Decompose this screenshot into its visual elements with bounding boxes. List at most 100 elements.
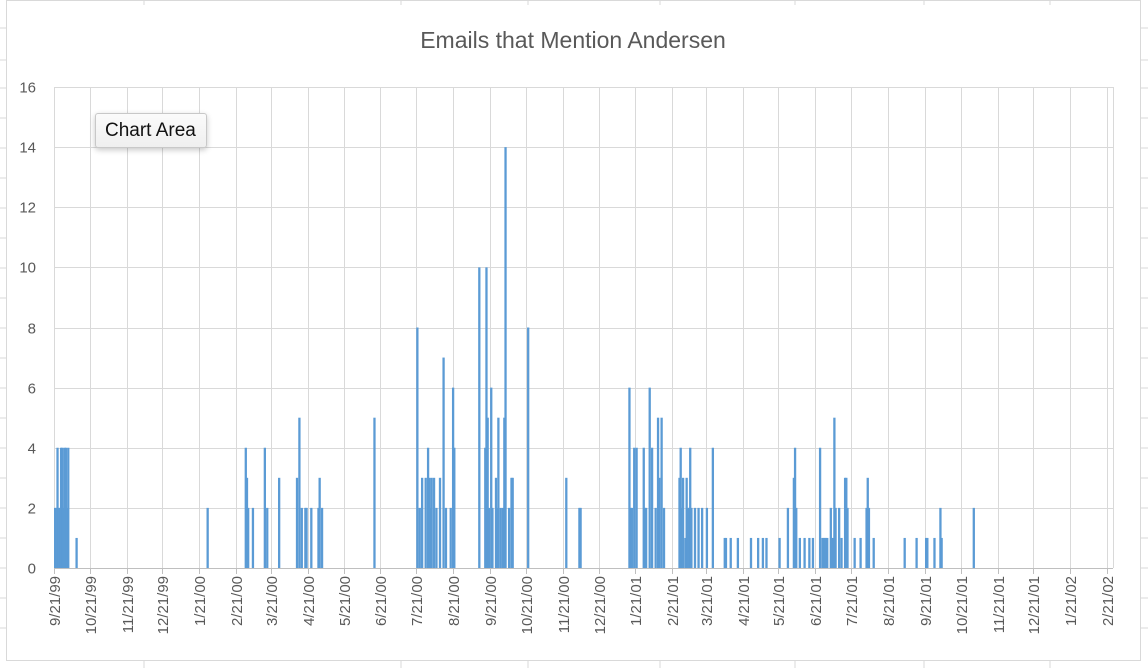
bar: [924, 537, 928, 568]
bar: [478, 267, 481, 569]
x-tick-label: 8/21/00: [446, 576, 463, 626]
bar: [830, 537, 834, 568]
bar: [933, 537, 936, 568]
bar: [795, 507, 798, 569]
bar: [298, 417, 301, 568]
bars: [54, 147, 975, 569]
x-tick-label: 3/21/01: [699, 576, 716, 626]
bar: [648, 387, 651, 569]
bar: [662, 507, 666, 569]
bar: [903, 537, 906, 568]
bar: [278, 477, 281, 568]
bar: [829, 507, 832, 569]
bar: [811, 537, 815, 568]
bar: [867, 507, 871, 569]
bar: [689, 447, 692, 568]
x-tick-label: 12/21/00: [592, 576, 609, 634]
bar: [705, 507, 709, 569]
bar: [435, 507, 438, 569]
bar: [429, 507, 432, 569]
bar: [430, 477, 433, 568]
bar: [824, 537, 828, 568]
bar: [872, 537, 875, 568]
x-tick-label: 3/21/00: [264, 576, 281, 626]
bar: [644, 507, 648, 569]
bar: [373, 417, 376, 568]
bar: [490, 387, 493, 569]
bar: [63, 447, 66, 568]
bar: [654, 507, 657, 569]
bar: [650, 447, 654, 568]
bar: [765, 537, 768, 568]
bar: [444, 507, 448, 569]
x-tick-label: 10/21/01: [954, 576, 971, 634]
y-tick-label: 12: [19, 200, 36, 217]
bar: [690, 507, 693, 569]
bar: [840, 537, 843, 568]
bar: [832, 537, 835, 568]
bar: [449, 507, 452, 569]
bar: [687, 507, 691, 569]
bar: [510, 477, 513, 568]
x-tick-label: 2/21/01: [665, 576, 682, 626]
bar: [818, 447, 822, 568]
bar: [438, 477, 442, 568]
bar: [826, 537, 829, 568]
bar: [65, 507, 69, 569]
bar: [206, 507, 209, 569]
bar: [833, 417, 836, 568]
bar: [793, 447, 797, 568]
x-tick-label: 8/21/01: [881, 576, 898, 626]
bar: [451, 387, 455, 569]
bar: [504, 147, 507, 569]
bar: [317, 507, 320, 569]
bar: [972, 507, 975, 569]
bar: [420, 477, 424, 568]
bar: [678, 477, 681, 568]
y-tick-label: 2: [28, 501, 36, 518]
bar: [786, 507, 790, 569]
bar: [778, 537, 781, 568]
bar: [684, 537, 687, 568]
x-tick-label: 4/21/01: [736, 576, 753, 626]
x-tick-label: 9/21/01: [918, 576, 935, 626]
bar: [680, 507, 684, 569]
bar: [865, 507, 868, 569]
bar: [56, 447, 59, 568]
bar: [310, 507, 313, 569]
chart-title: Emails that Mention Andersen: [420, 27, 726, 53]
bar: [491, 507, 494, 569]
bar: [247, 507, 250, 569]
bar: [527, 327, 530, 568]
x-tick-label: 7/21/00: [409, 576, 426, 626]
bar: [64, 447, 68, 568]
y-tick-label: 14: [19, 140, 36, 157]
bar: [822, 537, 825, 568]
bar: [866, 477, 869, 568]
bar: [808, 537, 811, 568]
y-tick-label: 6: [28, 381, 36, 398]
bar: [630, 507, 633, 569]
bar: [736, 537, 740, 568]
x-tick-label: 2/21/02: [1100, 576, 1117, 626]
bar: [843, 477, 847, 568]
bar: [320, 507, 324, 569]
bar: [245, 477, 249, 568]
bar: [486, 417, 489, 568]
bar: [484, 447, 487, 568]
x-tick-label: 12/21/99: [155, 576, 172, 634]
bar: [244, 447, 247, 568]
bar: [58, 507, 62, 569]
bar: [426, 447, 430, 568]
y-tick-label: 10: [19, 260, 36, 277]
bar: [494, 477, 498, 568]
bar: [416, 327, 419, 568]
bar: [642, 447, 645, 568]
gridlines: [54, 87, 1114, 568]
bar: [711, 447, 715, 568]
bar: [75, 537, 78, 568]
bar: [61, 447, 64, 568]
